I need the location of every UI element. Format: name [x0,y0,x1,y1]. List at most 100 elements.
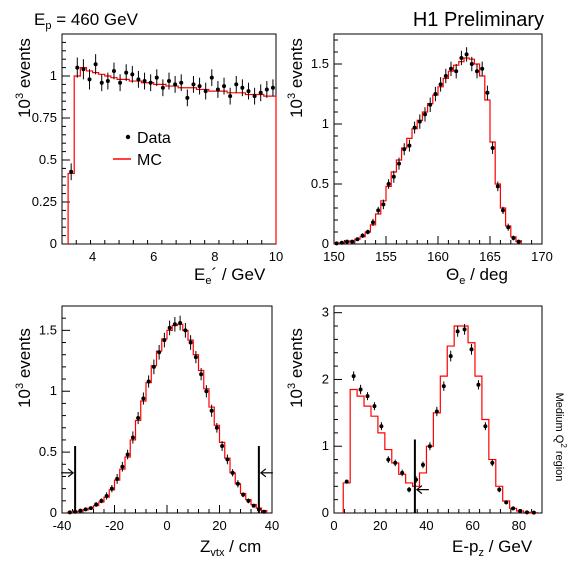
data-point-zvtx [67,510,72,515]
ylabel-theta: 103 events [286,38,306,118]
data-point-epz [400,470,405,475]
data-point-zvtx [188,340,193,345]
data-point-epz [483,424,488,429]
data-point-zvtx [209,408,214,413]
data-point-ee [179,80,184,85]
data-point-zvtx [88,506,93,511]
data-point-zvtx [178,321,183,326]
data-point-epz [420,462,425,467]
data-point-ee [148,80,153,85]
data-point-ee [87,77,92,82]
xtick-label-theta: 165 [479,249,501,264]
data-point-ee [105,79,110,84]
data-point-zvtx [162,338,167,343]
data-point-theta [516,239,521,244]
data-point-theta [391,174,396,179]
data-point-epz [476,382,481,387]
plot-area-epz: 0 20 40 60 80 0 1 2 3 [322,305,543,533]
data-point-epz [490,460,495,465]
xtick-label-epz: 20 [373,518,387,533]
data-point-theta [469,62,474,66]
ytick-label-zvtx: 0 [50,505,57,520]
data-point-epz [344,479,349,484]
data-point-zvtx [214,425,219,430]
data-point-theta [376,208,381,213]
panel-zvtx: -40 -20 0 20 40 0 0.5 1 1.5 103 events Zvtx / cm [14,305,279,559]
ytick-label-epz: 2 [322,371,329,386]
energy-label: Ep = 460 GeV [34,10,139,32]
xtick-label-zvtx: -40 [53,518,72,533]
data-point-theta [490,146,495,150]
xtick-label-epz: 0 [330,518,337,533]
data-point-ee [93,62,98,67]
data-point-theta [495,184,500,189]
xtick-label-ee: 4 [89,249,96,264]
data-point-theta [381,202,386,207]
data-point-theta [459,56,464,60]
data-point-theta [417,119,422,124]
xtick-label-zvtx: 20 [212,518,226,533]
ytick-label-ee: 0.5 [39,152,57,167]
data-point-ee [240,85,245,90]
data-point-theta [511,236,516,240]
ylabel-zvtx: 103 events [14,328,34,408]
xtick-label-theta: 155 [375,249,397,264]
data-point-ee [69,169,74,174]
data-point-zvtx [94,502,99,507]
data-point-ee [203,89,208,94]
xtick-label-theta: 160 [427,249,449,264]
data-point-zvtx [225,457,230,462]
data-point-epz [511,506,516,511]
ytick-label-zvtx: 0.5 [39,444,57,459]
data-point-epz [504,500,509,505]
ytick-label-epz: 3 [322,305,329,320]
plot-area-ee: 4 6 8 10 0 0.25 0.5 0.75 1 [32,33,283,264]
data-point-epz [358,387,363,392]
data-point-zvtx [230,470,235,475]
data-point-ee [136,77,141,82]
data-point-epz [407,487,412,492]
data-point-zvtx [99,498,104,503]
data-point-ee [209,75,214,80]
data-point-zvtx [193,355,198,360]
data-point-theta [475,69,479,74]
data-point-theta [339,240,344,245]
data-point-zvtx [241,492,246,497]
mc-histogram-theta [333,57,522,244]
data-point-zvtx [146,379,151,384]
data-point-ee [118,80,123,85]
data-point-epz [434,409,439,414]
xtick-label-ee: 10 [269,249,283,264]
data-point-theta [428,102,433,107]
data-point-theta [443,74,448,78]
legend-mc-label: MC [137,152,162,169]
data-point-ee [252,94,257,99]
ytick-label-zvtx: 1.5 [39,322,57,337]
data-point-epz [524,510,529,515]
data-point-zvtx [157,350,162,355]
data-point-zvtx [262,509,267,514]
data-point-theta [438,82,443,87]
cut-arrowhead-zvtx [259,468,267,478]
data-point-theta [433,92,438,96]
legend-data-marker [125,134,131,140]
data-point-zvtx [251,503,256,508]
data-point-ee [111,68,116,73]
data-point-zvtx [109,486,114,491]
ytick-label-epz: 1 [322,438,329,453]
data-point-zvtx [78,508,83,513]
xtick-label-epz: 60 [465,518,479,533]
data-point-zvtx [104,493,109,498]
data-point-ee [222,84,227,89]
ytick-label-ee: 1 [50,68,57,83]
ylabel-epz: 103 events [286,328,306,408]
data-point-theta [386,182,391,186]
xtick-label-epz: 40 [419,518,433,533]
xtick-label-zvtx: 40 [265,518,279,533]
data-point-zvtx [151,364,156,369]
cut-arrowhead-epz [415,485,423,495]
data-point-epz [497,487,502,492]
data-point-ee [258,90,263,95]
data-point-epz [448,354,453,359]
